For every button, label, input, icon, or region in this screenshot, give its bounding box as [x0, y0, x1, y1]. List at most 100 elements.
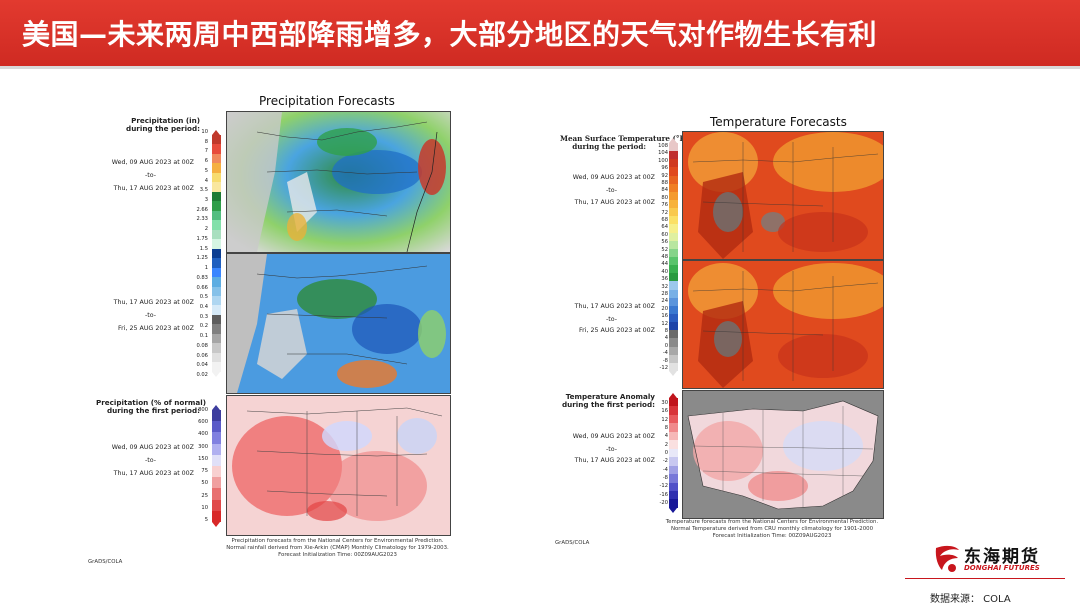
colorbar-tick-label: -16 — [659, 491, 668, 498]
colorbar-segment — [212, 499, 221, 511]
p2-start: Thu, 17 AUG 2023 at 00Z — [113, 299, 194, 306]
colorbar-segment — [669, 322, 678, 331]
colorbar-tick-label: 4 — [664, 433, 668, 440]
colorbar-segment — [669, 431, 678, 441]
colorbar-tick-label: -12 — [659, 365, 668, 371]
colorbar-segment — [669, 240, 678, 249]
colorbar-segment — [669, 490, 678, 500]
colorbar-segment — [212, 201, 221, 211]
colorbar-tick-label: 400 — [198, 431, 208, 438]
temp-colorbar-ticks: 108 104 100 96 92 88 84 80 76 72 68 64 60 56 52 48 44 40 3… — [640, 143, 668, 371]
colorbar-segment — [212, 286, 221, 296]
colorbar-segment — [212, 248, 221, 259]
colorbar-tick-label: 108 — [658, 143, 668, 149]
colorbar-segment — [669, 354, 678, 363]
colorbar-segment — [669, 281, 678, 290]
colorbar-segment — [212, 343, 221, 353]
precip-label-line1: Precipitation (in) — [131, 116, 200, 125]
colorbar-segment — [212, 153, 221, 164]
colorbar-tick-label: 36 — [661, 276, 668, 283]
colorbar-segment — [669, 465, 678, 475]
colorbar-segment — [669, 305, 678, 314]
colorbar-tick-label: 3 — [204, 197, 208, 204]
colorbar-tick-label: 0 — [664, 450, 668, 456]
colorbar-tick-label: 25 — [201, 492, 208, 499]
colorbar-tick-label: 2 — [204, 226, 208, 233]
colorbar-tick-label: 4 — [664, 335, 668, 342]
colorbar-segment — [669, 167, 678, 176]
pct-colorbar — [212, 405, 221, 527]
data-source: 数据来源： COLA — [930, 594, 1011, 605]
colorbar-tick-label: 92 — [661, 172, 668, 179]
colorbar-tick-label: 7 — [204, 148, 208, 155]
colorbar-tick-label: 1.5 — [199, 245, 208, 252]
colorbar-tick-label: 64 — [661, 224, 668, 231]
colorbar-segment — [212, 239, 221, 249]
right-footer-3: Forecast Initialization Time: 00Z09AUG20… — [712, 533, 832, 539]
colorbar-tick-label: 6 — [204, 158, 208, 165]
colorbar-segment — [212, 314, 221, 325]
colorbar-segment — [212, 488, 221, 500]
colorbar-tick-label: 0.08 — [196, 342, 208, 349]
donghai-logo-icon — [935, 545, 959, 572]
colorbar-segment — [212, 163, 221, 173]
colorbar-tick-label: -12 — [659, 483, 668, 490]
colorbar-segment — [669, 346, 678, 355]
rt-p2-to: -to- — [606, 316, 617, 323]
colorbar-tick-label: 52 — [661, 246, 668, 253]
colorbar-tick-label: 2.33 — [196, 216, 208, 223]
rt-p3-end: Thu, 17 AUG 2023 at 00Z — [574, 457, 655, 464]
colorbar-segment — [212, 295, 221, 306]
colorbar-segment — [669, 159, 678, 168]
anom-colorbar-ticks: 30 16 12 8 4 2 0 -2 -4 -8 -12 -16 -20 — [640, 400, 668, 506]
colorbar-segment — [669, 151, 678, 160]
temp-week1-map — [682, 131, 884, 260]
precip-label-line2: during the period: — [126, 124, 200, 133]
colorbar-tick-label: -20 — [659, 500, 668, 506]
p3-to: -to- — [145, 457, 156, 464]
left-footer-3: Forecast Initialization Time: 00Z09AUG20… — [278, 552, 397, 558]
colorbar-segment — [212, 258, 221, 268]
colorbar-segment — [669, 406, 678, 415]
colorbar-tick-label: 600 — [198, 419, 208, 426]
colorbar-segment — [669, 313, 678, 323]
header-divider — [0, 66, 1080, 69]
colorbar-tick-label: -8 — [662, 475, 668, 481]
colorbar-tick-label: 8 — [664, 328, 668, 334]
colorbar-tick-label: 44 — [661, 261, 668, 268]
p2-end: Fri, 25 AUG 2023 at 00Z — [118, 325, 194, 332]
temp-label-line2: during the period: — [572, 142, 646, 151]
colorbar-segment — [669, 199, 678, 209]
colorbar-segment — [669, 448, 678, 458]
colorbar-tick-label: 8 — [664, 425, 668, 431]
colorbar-tick-label: 80 — [661, 194, 668, 201]
colorbar-tick-label: 0 — [664, 342, 668, 349]
colorbar-segment — [212, 432, 221, 444]
colorbar-segment — [669, 289, 678, 298]
precip-week1-map — [226, 111, 451, 253]
colorbar-segment — [212, 454, 221, 466]
colorbar-segment — [669, 398, 678, 407]
p1-end: Thu, 17 AUG 2023 at 00Z — [113, 185, 194, 192]
colorbar-segment — [212, 410, 221, 422]
colorbar-segment — [669, 297, 678, 306]
colorbar-tick-label: -8 — [662, 357, 668, 364]
colorbar-segment — [669, 191, 678, 200]
colorbar-tick-label: 12 — [661, 416, 668, 423]
colorbar-tick-label: 104 — [658, 150, 668, 157]
colorbar-segment — [669, 414, 678, 424]
precip-pct-map — [226, 395, 451, 536]
colorbar-segment — [212, 510, 221, 522]
colorbar-tick-label: 1 — [204, 265, 208, 272]
rt-p3-start: Wed, 09 AUG 2023 at 00Z — [572, 433, 655, 440]
colorbar-segment — [669, 499, 678, 508]
colorbar-segment — [212, 465, 221, 478]
colorbar-tick-label: 0.4 — [199, 303, 208, 310]
logo-english-name: DONGHAI FUTURES — [964, 564, 1040, 572]
pct-label-line1: Precipitation (% of normal) — [95, 398, 206, 407]
temp-anomaly-map — [682, 390, 884, 519]
colorbar-segment — [669, 248, 678, 257]
rt-p2-start: Thu, 17 AUG 2023 at 00Z — [574, 303, 655, 310]
colorbar-tick-label: 0.66 — [196, 284, 208, 291]
colorbar-tick-label: 12 — [661, 320, 668, 327]
